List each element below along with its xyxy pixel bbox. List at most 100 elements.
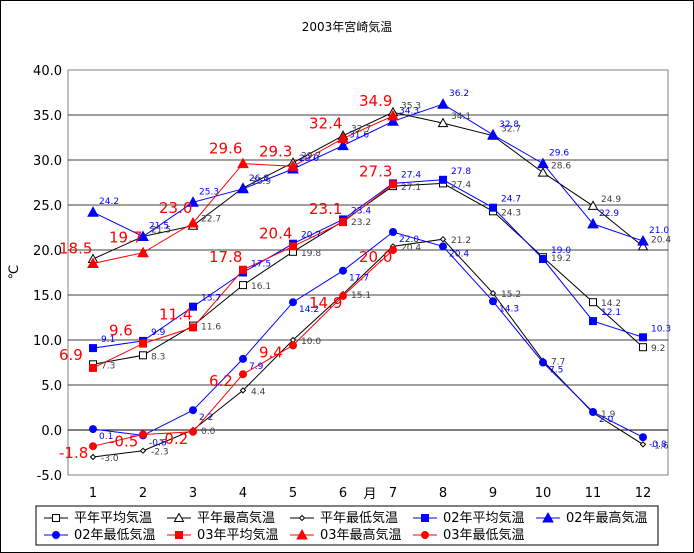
data-label: 14.2 — [601, 299, 621, 309]
data-label: 29.0 — [299, 154, 319, 164]
data-label: 19.2 — [551, 254, 571, 264]
y-tick-label: 35.0 — [33, 109, 62, 124]
data-point — [439, 175, 447, 184]
data-label: 20.4 — [259, 224, 292, 242]
x-tick-label: 9 — [489, 486, 497, 501]
data-point — [139, 351, 147, 360]
data-label: 22.0 — [399, 235, 419, 245]
data-label: 34.1 — [451, 112, 471, 122]
legend-label: 03年最高気温 — [320, 527, 402, 543]
data-point — [537, 157, 549, 169]
data-label: 32.7 — [501, 125, 521, 135]
legend-item: 02年最高気温 — [536, 510, 648, 526]
x-tick-label: 6 — [339, 486, 347, 501]
series-9 — [89, 246, 397, 451]
y-tick-label: 40.0 — [33, 64, 62, 79]
data-point — [289, 341, 297, 350]
x-tick-label: 4 — [239, 486, 247, 501]
data-label: 27.3 — [359, 162, 392, 180]
data-point — [137, 246, 149, 258]
data-point — [387, 109, 399, 121]
data-point — [237, 182, 249, 194]
data-label: 10.3 — [651, 324, 671, 334]
data-label: 0.0 — [201, 427, 216, 437]
data-label: 25.3 — [199, 187, 219, 197]
data-label: 6.2 — [209, 372, 233, 390]
data-point — [139, 339, 147, 348]
data-label: 14.2 — [299, 305, 319, 315]
data-label: 27.4 — [451, 180, 471, 190]
data-label: 0.1 — [99, 432, 113, 442]
legend-label: 02年平均気温 — [443, 510, 525, 526]
legend-item: 平年最低気温 — [290, 510, 398, 526]
data-point — [437, 117, 449, 128]
data-label: 16.1 — [251, 282, 271, 292]
grid-lines — [68, 114, 668, 431]
y-tick-label: 30.0 — [33, 154, 62, 169]
y-tick-label: 20.0 — [33, 244, 62, 259]
data-label: 29.3 — [259, 142, 292, 160]
data-label: 12.1 — [601, 308, 621, 318]
data-label: 20.4 — [651, 235, 671, 245]
data-point — [187, 196, 199, 207]
data-label: 20.0 — [359, 248, 392, 266]
data-point — [589, 317, 597, 326]
x-tick-label: 1 — [89, 486, 97, 501]
y-tick-label: 0.0 — [41, 424, 62, 439]
data-label: 23.4 — [351, 206, 371, 216]
data-point — [489, 297, 497, 306]
data-label: 23.0 — [159, 199, 192, 217]
x-tick-label: 11 — [585, 486, 602, 501]
data-label: 32.4 — [309, 114, 342, 132]
data-label: -1.6 — [651, 441, 669, 451]
data-label: 19.0 — [551, 246, 571, 256]
data-label: 18.5 — [59, 240, 92, 258]
data-point — [639, 343, 647, 352]
series-line — [92, 231, 644, 438]
data-label: -0.2 — [159, 430, 188, 448]
data-label: -0.5 — [109, 433, 138, 451]
data-label: -0.6 — [149, 438, 167, 448]
data-label: 6.9 — [59, 346, 83, 364]
legend-marker — [52, 531, 60, 539]
data-point — [389, 246, 397, 254]
y-tick-label: 5.0 — [41, 379, 62, 394]
legend-marker — [173, 512, 185, 522]
data-label: 28.6 — [551, 162, 571, 172]
data-label: 7.7 — [551, 358, 565, 368]
data-label: 21.5 — [149, 222, 169, 232]
data-point — [587, 217, 599, 229]
data-label: 32.8 — [499, 120, 519, 130]
data-point — [239, 281, 247, 290]
data-point — [239, 370, 247, 379]
series-line — [92, 179, 644, 349]
data-point — [339, 218, 347, 227]
data-point — [187, 216, 199, 228]
data-point — [589, 298, 597, 307]
data-point — [389, 180, 397, 189]
data-label: 7.5 — [549, 366, 563, 376]
data-point — [89, 442, 97, 451]
data-point — [337, 139, 349, 151]
legend-label: 02年最高気温 — [566, 510, 648, 526]
data-label: 21.0 — [649, 226, 669, 236]
data-point — [87, 257, 99, 268]
data-label: 13.7 — [201, 294, 221, 304]
y-tick-label: 25.0 — [33, 199, 62, 214]
x-tick-label: 10 — [535, 486, 552, 501]
legend-item: 平年平均気温 — [44, 510, 152, 526]
data-label: 20.4 — [449, 249, 469, 259]
data-label: 17.7 — [349, 274, 369, 284]
data-point — [539, 358, 547, 367]
data-label: 15.1 — [351, 291, 371, 301]
data-point — [89, 363, 97, 372]
data-point — [289, 242, 297, 251]
data-label: 32.7 — [351, 125, 371, 135]
legend-label: 03年平均気温 — [197, 527, 279, 543]
data-label: 9.4 — [259, 343, 283, 361]
legend-marker — [296, 528, 308, 540]
data-point — [339, 266, 347, 275]
data-label: 20.4 — [401, 243, 421, 253]
data-point — [487, 128, 499, 140]
series-line — [92, 238, 644, 458]
